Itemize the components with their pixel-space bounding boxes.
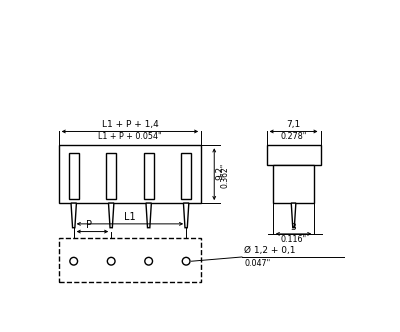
Bar	[59, 238, 201, 282]
Polygon shape	[184, 203, 189, 228]
Text: P: P	[86, 220, 92, 230]
Bar	[267, 145, 320, 165]
Text: L1 + P + 1,4: L1 + P + 1,4	[102, 120, 158, 129]
Bar	[273, 165, 314, 203]
Text: 0.116": 0.116"	[280, 235, 307, 244]
Text: Ø 1,2 + 0,1: Ø 1,2 + 0,1	[244, 246, 296, 255]
Polygon shape	[146, 203, 151, 228]
Bar	[59, 145, 201, 203]
Bar	[181, 153, 191, 199]
Text: 0.362": 0.362"	[220, 163, 230, 188]
Text: L1 + P + 0.054": L1 + P + 0.054"	[98, 132, 162, 141]
Polygon shape	[108, 203, 114, 228]
Text: L1: L1	[124, 212, 136, 222]
Text: 7,1: 7,1	[286, 120, 301, 129]
Bar	[69, 153, 79, 199]
Text: 3: 3	[291, 223, 296, 232]
Polygon shape	[291, 203, 296, 228]
Circle shape	[107, 257, 115, 265]
Circle shape	[145, 257, 152, 265]
Text: 0.047": 0.047"	[244, 259, 270, 268]
Text: 9,2: 9,2	[216, 166, 225, 180]
Bar	[144, 153, 154, 199]
Circle shape	[70, 257, 78, 265]
Circle shape	[182, 257, 190, 265]
Text: 0.278": 0.278"	[280, 132, 307, 141]
Polygon shape	[71, 203, 76, 228]
Bar	[106, 153, 116, 199]
